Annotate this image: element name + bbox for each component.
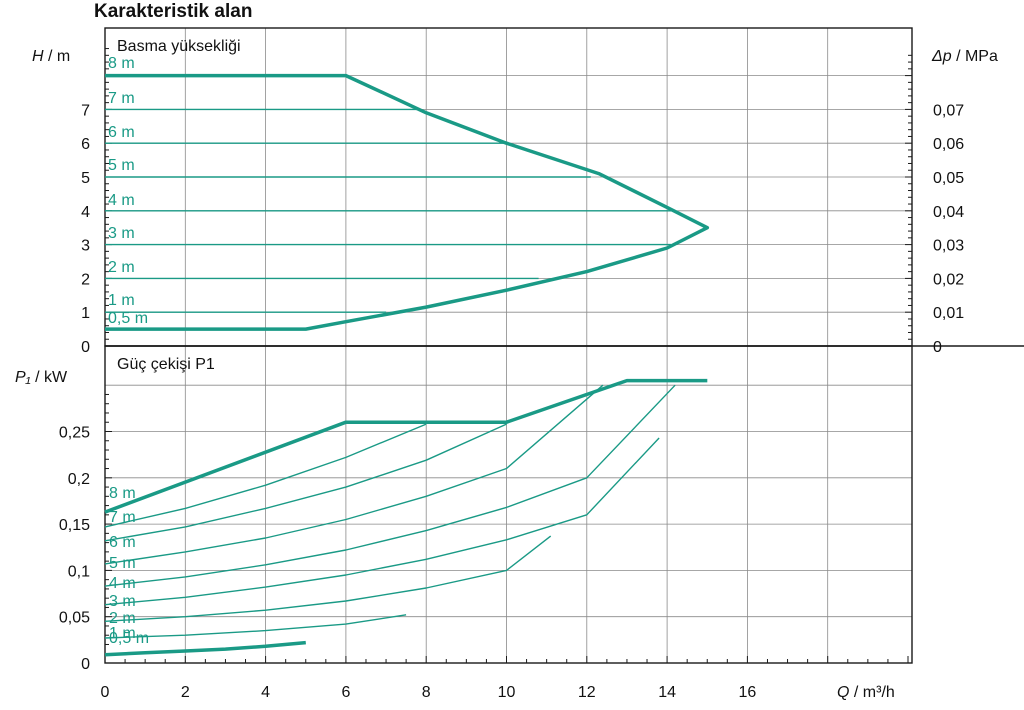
series-label-power: 8 m <box>109 485 136 502</box>
series-line-power <box>104 614 407 639</box>
series-label-head: 3 m <box>108 225 135 242</box>
y2-tick-label: 0,07 <box>933 102 964 119</box>
series-label-head: 5 m <box>108 157 135 174</box>
series-label-head: 7 m <box>108 90 135 107</box>
head-envelope-curve <box>105 73 710 331</box>
x-tick-label: 8 <box>422 684 431 701</box>
x-axis-label: Q / m³/h <box>837 684 895 701</box>
series-line-power <box>104 384 604 565</box>
x-tick-label: 16 <box>739 684 757 701</box>
y-tick-label: 0,1 <box>68 563 90 580</box>
y-tick-label: 0 <box>81 339 90 356</box>
series-label-power: 2 m <box>109 610 136 627</box>
series-label-power: 5 m <box>109 555 136 572</box>
y-tick-label: 3 <box>81 238 90 255</box>
page-title: Karakteristik alan <box>94 1 253 22</box>
y-tick-label: 7 <box>81 102 90 119</box>
x-tick-label: 2 <box>181 684 190 701</box>
series-line-power <box>104 384 676 587</box>
series-label-power: 0,5 m <box>109 630 149 647</box>
y-tick-label: 4 <box>81 204 90 221</box>
y-tick-label: 0,05 <box>59 610 90 627</box>
series-line-power <box>104 423 427 528</box>
series-label-power: 1 m <box>109 625 136 642</box>
series-line-power <box>104 640 306 657</box>
x-tick-label: 4 <box>261 684 270 701</box>
y2-tick-label: 0,06 <box>933 136 964 153</box>
y2-tick-label: 0,02 <box>933 271 964 288</box>
y2-tick-label: 0,05 <box>933 170 964 187</box>
y2-tick-label: 0,01 <box>933 305 964 322</box>
series-line-power <box>104 535 552 622</box>
y-tick-label: 0,15 <box>59 517 90 534</box>
y-tick-label: 0 <box>81 656 90 673</box>
x-tick-label: 0 <box>101 684 110 701</box>
top-panel-title: Basma yüksekliği <box>117 38 241 55</box>
x-tick-label: 6 <box>341 684 350 701</box>
series-label-power: 6 m <box>109 534 136 551</box>
series-line-power <box>104 423 507 542</box>
y-tick-label: 0,25 <box>59 425 90 442</box>
y2-tick-label: 0 <box>933 339 942 356</box>
y-tick-label: 5 <box>81 170 90 187</box>
y-tick-label: 6 <box>81 136 90 153</box>
series-label-power: 3 m <box>109 593 136 610</box>
series-label-head: 1 m <box>108 292 135 309</box>
x-tick-label: 12 <box>578 684 596 701</box>
y2-tick-label: 0,03 <box>933 238 964 255</box>
series-label-head: 4 m <box>108 192 135 209</box>
x-tick-label: 14 <box>658 684 676 701</box>
series-label-head: 8 m <box>108 55 135 72</box>
y-tick-label: 0,2 <box>68 471 90 488</box>
y-axis-label-top: H / m <box>32 48 70 65</box>
series-label-head: 6 m <box>108 124 135 141</box>
y-tick-label: 2 <box>81 271 90 288</box>
y2-tick-label: 0,04 <box>933 204 964 221</box>
x-tick-label: 10 <box>498 684 516 701</box>
series-label-power: 4 m <box>109 575 136 592</box>
series-line-power <box>104 378 708 514</box>
bottom-panel-title: Güç çekişi P1 <box>117 356 215 373</box>
y-tick-label: 1 <box>81 305 90 322</box>
y2-axis-label: Δp / MPa <box>931 48 998 65</box>
series-label-power: 7 m <box>109 509 136 526</box>
y-axis-label-bottom: P₁ / kW <box>15 369 68 386</box>
series-line-power <box>104 437 660 606</box>
bottom-panel-frame <box>104 345 913 664</box>
series-label-head: 2 m <box>108 259 135 276</box>
series-label-head: 0,5 m <box>108 310 148 327</box>
